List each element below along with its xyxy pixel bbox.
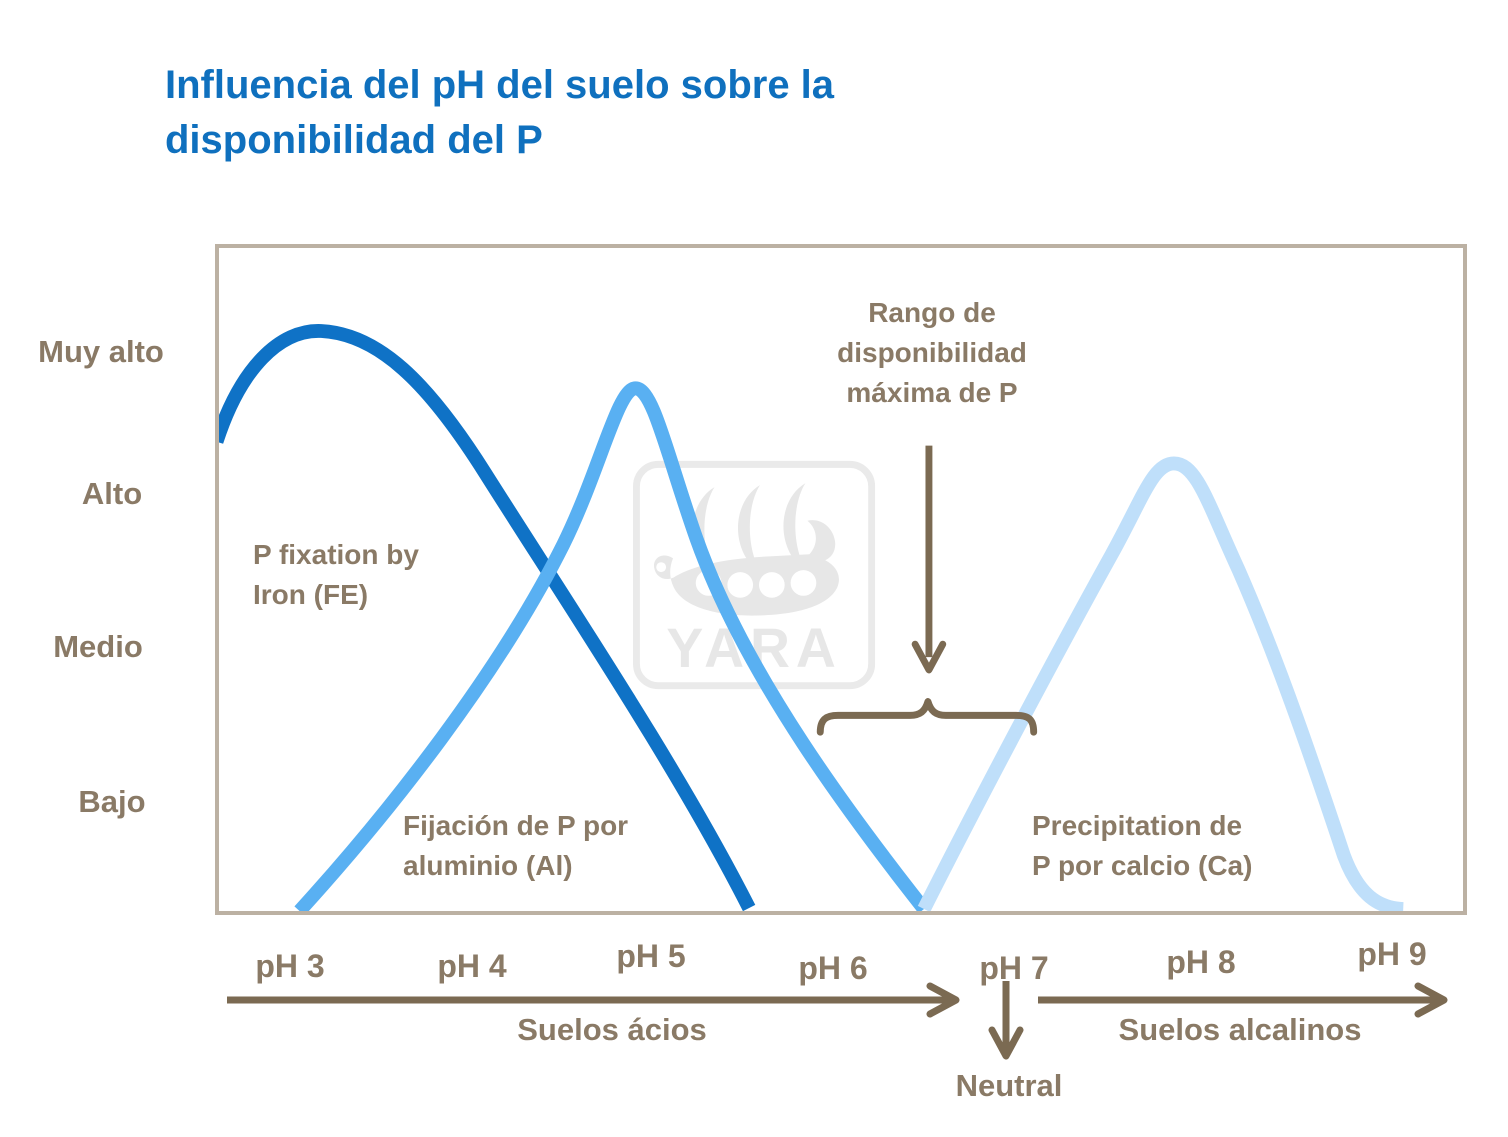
max-availability-label-line-1: Rango de: [868, 297, 996, 328]
page-title-line-2: disponibilidad del P: [165, 118, 543, 162]
ship-ring: [758, 572, 785, 598]
neutral-label: Neutral: [955, 1068, 1063, 1103]
ship-ring: [727, 572, 754, 598]
ca-curve-label: Precipitation de P por calcio (Ca): [1032, 806, 1252, 886]
y-axis-label-muy-alto: Muy alto: [38, 334, 164, 369]
ca-curve-label-line-1: Precipitation de: [1032, 810, 1243, 841]
chart-canvas: YARA: [219, 324, 1404, 911]
max-availability-label: Rango de disponibilidad máxima de P: [837, 293, 1027, 413]
sail-arc-icon: [783, 483, 808, 573]
neutral-arrowhead-icon: [988, 1026, 1024, 1060]
fe-curve-label-line-1: P fixation by: [253, 539, 419, 570]
ca-precipitation-curve: [917, 456, 1404, 911]
x-axis-label-ph5: pH 5: [616, 938, 686, 974]
al-curve-label-line-1: Fijación de P por: [403, 810, 629, 841]
yara-watermark-logo: YARA: [633, 460, 876, 690]
plot-area: YARA: [215, 244, 1467, 915]
alkaline-soils-arrowhead-icon: [1414, 982, 1448, 1018]
x-axis-label-ph3: pH 3: [255, 948, 325, 984]
x-axis-label-ph4: pH 4: [437, 948, 507, 984]
x-axis-label-ph6: pH 6: [798, 950, 868, 986]
range-brace: [816, 698, 1038, 736]
fe-curve-label: P fixation by Iron (FE): [253, 535, 419, 615]
x-axis-label-ph8: pH 8: [1166, 944, 1236, 980]
page-title: Influencia del pH del suelo sobre la dis…: [165, 58, 1065, 168]
acid-soils-arrowhead-icon: [926, 982, 960, 1018]
y-axis-label-alto: Alto: [81, 476, 143, 511]
fe-curve-label-line-2: Iron (FE): [253, 579, 369, 610]
watermark-frame: [633, 460, 876, 690]
al-curve-label-line-2: aluminio (Al): [403, 850, 573, 881]
al-curve-label: Fijación de P por aluminio (Al): [403, 806, 628, 886]
page-title-line-1: Influencia del pH del suelo sobre la: [165, 63, 835, 107]
max-availability-arrowhead-icon: [911, 640, 947, 674]
y-axis-label-medio: Medio: [53, 629, 143, 664]
x-axis-label-ph7: pH 7: [979, 950, 1049, 986]
fe-fixation-curve: [219, 324, 756, 911]
ship-spiral-hole: [656, 562, 667, 573]
al-fixation-curve: [294, 381, 930, 911]
sail-arc-icon: [737, 485, 762, 575]
acid-soils-label: Suelos ácios: [517, 1012, 707, 1047]
alkaline-soils-label: Suelos alcalinos: [1118, 1012, 1362, 1047]
ca-curve-label-line-2: P por calcio (Ca): [1032, 850, 1253, 881]
ship-ring: [790, 570, 817, 596]
y-axis-label-bajo: Bajo: [78, 784, 146, 819]
x-axis-label-ph9: pH 9: [1357, 936, 1427, 972]
max-availability-label-line-3: máxima de P: [846, 377, 1018, 408]
soil-range-arrows: [227, 981, 1448, 1060]
max-availability-label-line-2: disponibilidad: [837, 337, 1027, 368]
